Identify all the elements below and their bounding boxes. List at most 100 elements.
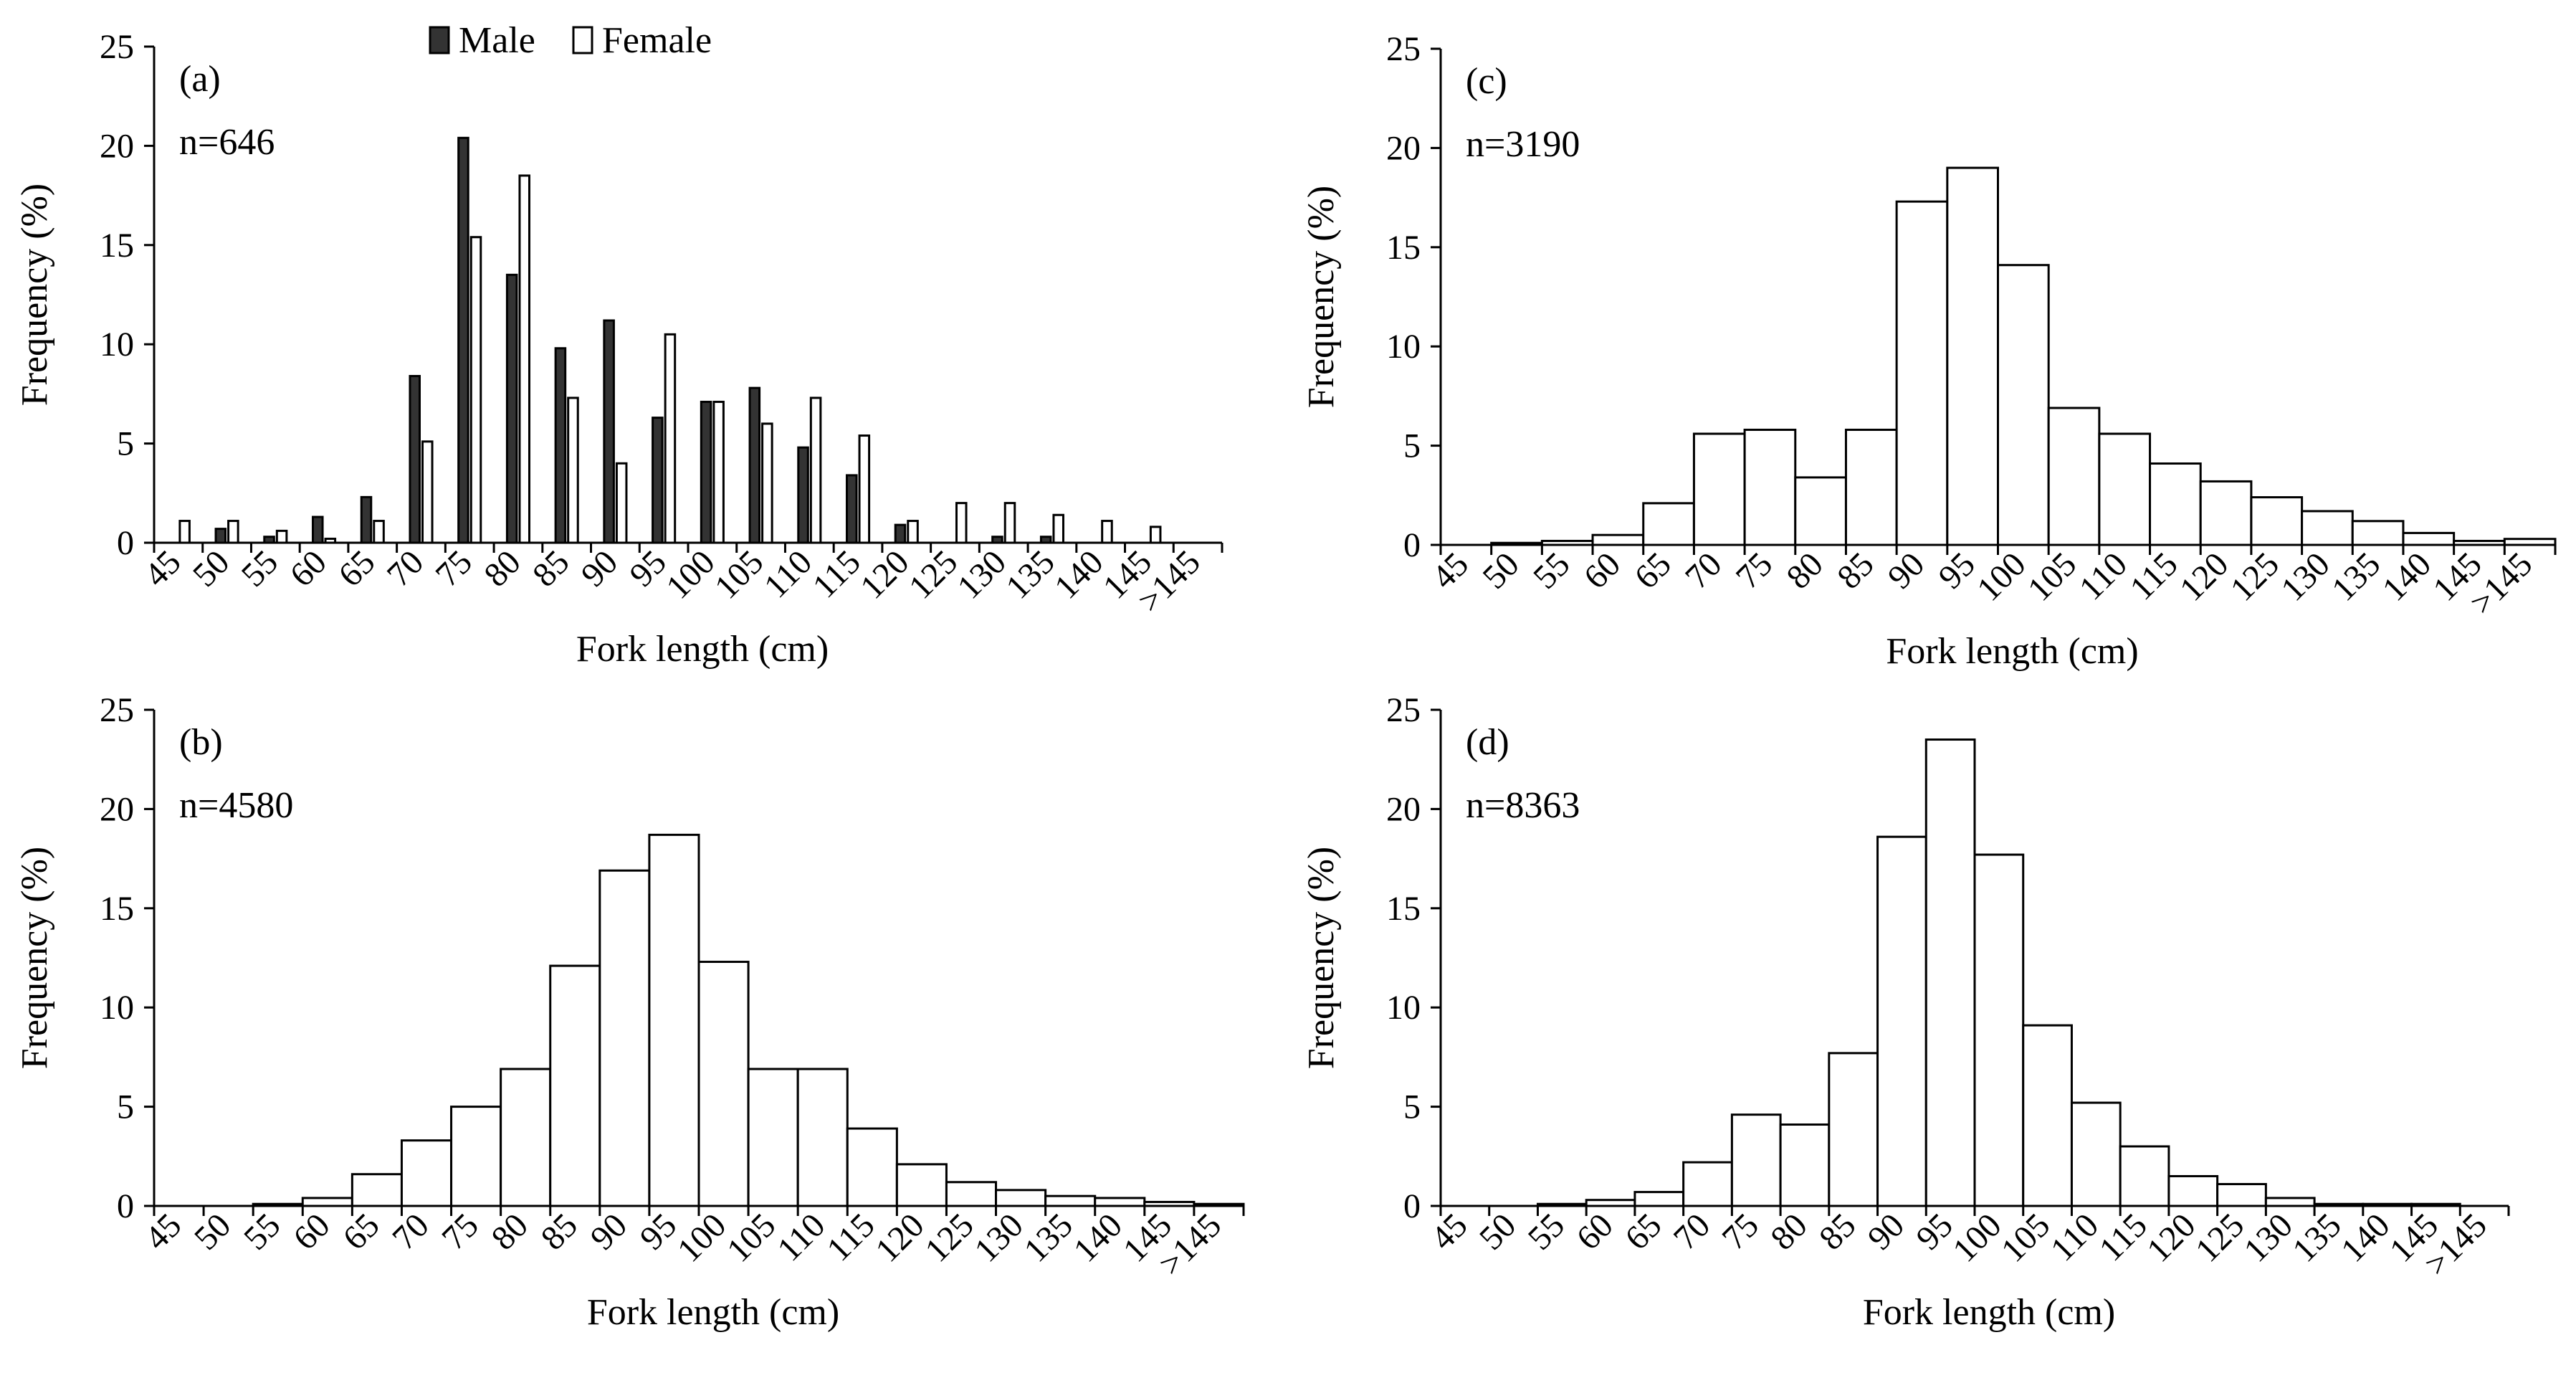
x-tick-label: 85 — [534, 1206, 585, 1257]
sample-size-label: n=646 — [179, 122, 275, 163]
bar-all-65 — [350, 1173, 403, 1207]
bar-all-70 — [1692, 432, 1746, 546]
x-tick-label: 60 — [282, 543, 333, 594]
y-tick-label: 10 — [1386, 328, 1421, 366]
bar-male-85 — [554, 347, 567, 544]
bar-all-110 — [2098, 432, 2152, 546]
x-tick-label: 110 — [2072, 545, 2134, 607]
bar-all-95 — [1946, 166, 1999, 546]
bar-all-75 — [1743, 428, 1797, 546]
bar-female-70 — [421, 440, 434, 544]
bar-female-120 — [907, 520, 919, 544]
x-tick-label: 125 — [2223, 545, 2286, 608]
bar-all-100 — [1997, 264, 2050, 546]
bar-all-130 — [2264, 1197, 2316, 1207]
y-tick-label: 0 — [1403, 1187, 1421, 1225]
bar-all-60 — [301, 1197, 353, 1207]
bar-male-60 — [312, 515, 324, 544]
bar-male-95 — [652, 417, 664, 544]
panel-label: (d) — [1466, 722, 1509, 763]
bar-female-65 — [373, 520, 385, 544]
bar-all-95 — [1924, 738, 1976, 1207]
x-tick-label: 55 — [1526, 545, 1577, 596]
legend-label-male: Male — [459, 20, 535, 61]
bar-all-90 — [1876, 835, 1927, 1207]
x-tick-label: 105 — [2021, 545, 2084, 608]
y-tick-label: 25 — [1386, 691, 1421, 729]
x-tick-label: 90 — [1881, 545, 1932, 596]
y-axis-title: Frequency (%) — [1301, 186, 1342, 408]
legend-swatch-male — [429, 26, 450, 54]
x-tick-label: 85 — [525, 543, 576, 594]
y-tick-label: 20 — [1386, 129, 1421, 167]
x-tick-label: 90 — [574, 543, 625, 594]
bar-all-140 — [1094, 1197, 1146, 1207]
y-tick-label: 10 — [1386, 989, 1421, 1027]
bar-female-90 — [615, 462, 628, 544]
bar-all-105 — [2022, 1024, 2073, 1207]
bar-all-140 — [2402, 531, 2456, 546]
bar-all-115 — [2149, 462, 2202, 546]
bar-all-130 — [995, 1189, 1047, 1207]
bar-all-85 — [549, 964, 601, 1207]
bar-female-110 — [809, 396, 822, 544]
x-tick-label: 45 — [137, 543, 188, 594]
panel-label: (b) — [179, 722, 223, 763]
y-tick-label: 5 — [117, 425, 134, 463]
y-tick-label: 15 — [100, 227, 134, 265]
bar-all-105 — [747, 1068, 799, 1207]
x-tick-label: 50 — [1472, 1206, 1523, 1257]
x-tick-label: 60 — [286, 1206, 337, 1257]
y-tick-label: 5 — [1403, 1088, 1421, 1126]
bar-male-70 — [409, 374, 421, 544]
x-tick-label: 45 — [138, 1206, 189, 1257]
x-tick-label: 90 — [1861, 1206, 1912, 1257]
x-tick-label: 130 — [2274, 545, 2337, 608]
y-tick-label: 20 — [100, 127, 134, 165]
x-tick-label: 80 — [1763, 1206, 1814, 1257]
bar-female-125 — [955, 502, 968, 544]
x-tick-label: 65 — [331, 543, 382, 594]
bar-all-100 — [697, 961, 750, 1207]
bar-all-85 — [1828, 1052, 1879, 1207]
bar-all-80 — [1779, 1123, 1831, 1207]
bar-all-115 — [2119, 1145, 2170, 1207]
bar-female-45 — [178, 520, 191, 544]
y-tick-label: 10 — [100, 326, 134, 363]
x-axis-title: Fork length (cm) — [1886, 631, 2138, 672]
bar-all-130 — [2301, 510, 2354, 546]
x-tick-label: 70 — [385, 1206, 436, 1257]
bar-all-90 — [1895, 200, 1949, 546]
x-tick-label: 50 — [187, 1206, 238, 1257]
x-tick-label: 55 — [234, 543, 285, 594]
x-tick-label: 50 — [186, 543, 237, 594]
x-tick-label: 80 — [485, 1206, 535, 1257]
bar-male-110 — [797, 446, 809, 544]
y-axis-title: Frequency (%) — [14, 184, 55, 406]
bar-all-135 — [1044, 1194, 1097, 1207]
x-tick-label: 85 — [1830, 545, 1881, 596]
x-tick-label: 55 — [237, 1206, 287, 1257]
y-tick-label: 20 — [1386, 790, 1421, 828]
bar-all-65 — [1642, 502, 1695, 546]
bar-male-100 — [700, 400, 712, 544]
y-tick-label: 20 — [100, 790, 134, 828]
x-tick-label: 75 — [434, 1206, 485, 1257]
bar-all-125 — [2216, 1183, 2267, 1207]
bar-male-115 — [846, 474, 858, 544]
legend-label-female: Female — [602, 20, 712, 61]
sample-size-label: n=3190 — [1466, 124, 1580, 165]
bar-all-85 — [1844, 428, 1898, 546]
y-tick-label: 15 — [1386, 890, 1421, 928]
bar-female-95 — [664, 333, 677, 544]
bar-all-75 — [1730, 1113, 1782, 1207]
bar-all-60 — [1591, 533, 1645, 546]
x-tick-label: 85 — [1812, 1206, 1863, 1257]
x-axis-title: Fork length (cm) — [576, 629, 829, 670]
x-tick-label: 75 — [1729, 545, 1780, 596]
x-tick-label: 95 — [1932, 545, 1983, 596]
x-tick-label: 60 — [1569, 1206, 1620, 1257]
legend: Male Female — [429, 20, 712, 61]
bar-male-50 — [214, 528, 227, 544]
